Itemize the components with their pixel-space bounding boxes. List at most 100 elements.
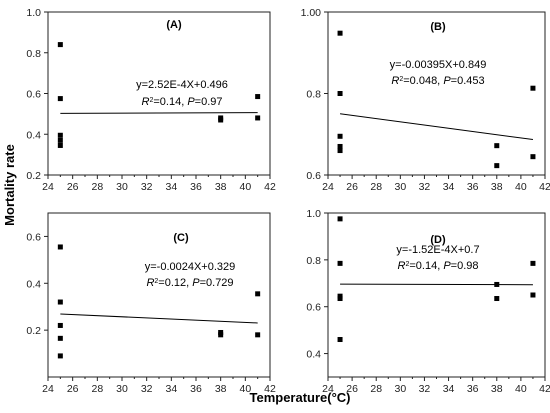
x-tick-label: 32 [419, 181, 431, 193]
x-tick-label: 28 [370, 383, 382, 395]
x-axis-title: Temperature(°C) [249, 390, 350, 405]
x-tick-label: 34 [165, 383, 177, 395]
panel-b: 24 26 28 30 32 34 36 38 40 42 0.6 0.8 1.00 (B) y=-0.00… [301, 7, 550, 193]
fit-equation: y=-0.00395X+0.849 [390, 59, 487, 71]
data-point [337, 148, 343, 154]
data-point [218, 332, 224, 338]
x-tick-label: 30 [394, 383, 406, 395]
data-point [494, 296, 500, 302]
data-point [57, 132, 63, 138]
x-tick-label: 30 [116, 383, 128, 395]
data-point [57, 299, 63, 305]
fit-line [60, 112, 258, 114]
x-tick-label: 32 [141, 383, 153, 395]
x-tick-label: 26 [346, 383, 358, 395]
data-point [57, 42, 63, 48]
data-point [57, 244, 63, 250]
x-tick-label: 28 [91, 181, 103, 193]
x-tick-label: 40 [239, 181, 251, 193]
y-tick-label: 0.2 [26, 325, 41, 337]
fit-equation: y=2.52E-4X+0.496 [136, 79, 228, 91]
fit-equation: y=-0.0024X+0.329 [145, 261, 236, 273]
x-tick-label: 38 [215, 181, 227, 193]
data-point [255, 332, 261, 338]
x-tick-label: 30 [394, 181, 406, 193]
data-point [494, 143, 500, 149]
data-point [530, 85, 536, 91]
x-tick-label: 34 [443, 181, 455, 193]
x-tick-label: 36 [190, 383, 202, 395]
x-tick-label: 26 [67, 383, 79, 395]
data-point [337, 143, 343, 149]
x-tick-label: 34 [165, 181, 177, 193]
y-tick-label: 0.4 [306, 349, 321, 361]
x-tick-label: 24 [322, 383, 334, 395]
data-point [57, 353, 63, 359]
data-point [494, 163, 500, 169]
x-tick-label: 42 [264, 383, 276, 395]
data-point [337, 30, 343, 36]
x-tick-label: 34 [443, 383, 455, 395]
panel-label: (A) [166, 19, 182, 31]
y-tick-label: 0.4 [26, 129, 41, 141]
panels: 24 26 28 30 32 34 36 38 40 42 0.2 0.4 0.6 0.8 1.0 (A) y=… [26, 7, 550, 395]
x-tick-label: 30 [116, 181, 128, 193]
data-point [218, 117, 224, 123]
x-tick-label: 36 [467, 181, 479, 193]
fit-line [60, 313, 258, 324]
panel-label: (D) [430, 234, 446, 246]
data-point [337, 337, 343, 343]
fit-line [339, 113, 534, 141]
data-point [337, 216, 343, 222]
x-tick-label: 42 [539, 383, 550, 395]
x-tick-label: 24 [42, 181, 54, 193]
fit-stats: R2=0.12, P=0.729 [146, 277, 233, 289]
x-tick-label: 38 [491, 181, 503, 193]
data-point [57, 137, 63, 143]
x-tick-label: 26 [346, 181, 358, 193]
y-tick-label: 1.0 [306, 208, 321, 220]
y-tick-label: 0.8 [26, 48, 41, 60]
x-tick-label: 32 [141, 181, 153, 193]
x-tick-label: 40 [515, 181, 527, 193]
data-point [255, 94, 261, 100]
plot-frame [47, 11, 271, 176]
y-tick-label: 0.8 [306, 255, 321, 267]
panel-label: (B) [430, 21, 446, 33]
data-point [57, 96, 63, 102]
data-point [255, 291, 261, 297]
x-tick-label: 26 [67, 181, 79, 193]
x-tick-label: 38 [215, 383, 227, 395]
data-point [337, 296, 343, 302]
y-tick-label: 0.8 [306, 89, 321, 101]
x-tick-label: 38 [491, 383, 503, 395]
panel-c: 24 26 28 30 32 34 36 38 40 42 0.2 0.4 0.6 (C) y=-0.002… [26, 212, 276, 395]
data-point [530, 292, 536, 298]
x-tick-label: 24 [322, 181, 334, 193]
panel-label: (C) [173, 232, 189, 244]
fit-equation: y=-1.52E-4X+0.7 [396, 244, 479, 256]
data-point [337, 91, 343, 96]
fit-stats: R2=0.14, P=0.98 [398, 260, 479, 272]
fit-line [340, 283, 533, 286]
plot-frame [327, 11, 546, 176]
y-tick-label: 1.00 [301, 7, 322, 19]
y-tick-label: 0.6 [306, 170, 321, 182]
y-tick-label: 0.2 [26, 170, 41, 182]
plot-frame [47, 212, 271, 378]
y-tick-label: 0.6 [26, 89, 41, 101]
y-tick-label: 0.6 [26, 231, 41, 243]
x-tick-label: 36 [190, 181, 202, 193]
data-point [530, 260, 536, 266]
data-point [255, 115, 261, 121]
data-point [530, 154, 536, 160]
x-tick-label: 42 [264, 181, 276, 193]
data-point [57, 335, 63, 341]
x-tick-label: 28 [370, 181, 382, 193]
x-tick-label: 40 [239, 383, 251, 395]
x-tick-label: 42 [539, 181, 550, 193]
panel-a: 24 26 28 30 32 34 36 38 40 42 0.2 0.4 0.6 0.8 1.0 (A) y=… [26, 7, 276, 193]
x-tick-label: 32 [419, 383, 431, 395]
y-tick-label: 1.0 [26, 7, 41, 19]
